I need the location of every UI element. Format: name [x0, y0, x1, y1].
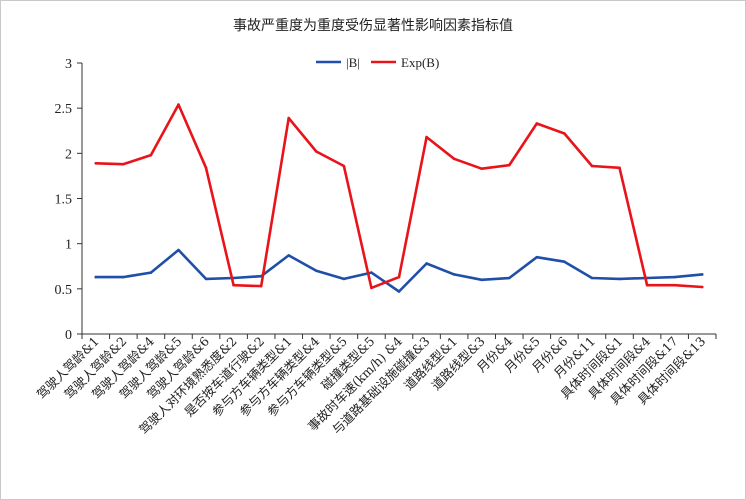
- data-point-s1-12: [425, 135, 428, 139]
- legend-label-b: |B|: [346, 55, 360, 70]
- data-point-s0-22: [700, 273, 704, 276]
- y-tick-label: 0.5: [55, 283, 73, 298]
- data-point-s1-20: [645, 283, 649, 287]
- data-point-s1-2: [149, 153, 153, 157]
- data-point-s0-13: [452, 273, 456, 276]
- data-point-s1-7: [287, 116, 291, 120]
- data-point-s1-16: [535, 122, 539, 125]
- data-point-s0-14: [480, 278, 484, 282]
- data-point-s0-21: [673, 275, 676, 279]
- data-point-s1-15: [508, 163, 511, 167]
- data-point-s1-19: [618, 166, 621, 170]
- y-tick-label: 1: [65, 238, 72, 253]
- x-axis-ticks: 驾驶人驾龄&1驾驶人驾龄&2驾驶人驾龄&4驾驶人驾龄&5驾驶人驾龄&6驾驶人对环…: [34, 333, 717, 437]
- data-point-s1-9: [342, 164, 346, 168]
- data-point-s1-18: [590, 164, 594, 168]
- data-point-s0-16: [535, 255, 539, 259]
- y-tick-label: 3: [65, 57, 72, 72]
- data-point-s1-21: [673, 283, 676, 287]
- axes: [81, 63, 716, 335]
- data-point-s0-4: [204, 277, 208, 281]
- y-tick-label: 1.5: [55, 193, 73, 208]
- legend: |B| Exp(B): [316, 55, 439, 70]
- data-point-s1-3: [177, 103, 180, 106]
- data-point-s0-12: [425, 262, 428, 265]
- legend-label-expb: Exp(B): [401, 55, 439, 70]
- data-point-s0-3: [177, 248, 180, 252]
- y-tick-label: 2.5: [55, 102, 73, 117]
- y-tick-label: 0: [65, 328, 72, 343]
- y-tick-label: 2: [65, 147, 72, 162]
- data-point-s0-1: [122, 275, 125, 279]
- data-point-s1-1: [122, 162, 125, 166]
- data-point-s0-9: [342, 277, 346, 281]
- data-point-s1-14: [480, 167, 484, 170]
- data-point-s1-11: [397, 275, 401, 279]
- data-point-s1-5: [232, 283, 235, 287]
- chart-title: 事故严重度为重度受伤显著性影响因素指标值: [233, 18, 513, 34]
- data-point-s1-4: [204, 166, 208, 170]
- data-point-s0-8: [315, 269, 318, 273]
- data-point-s1-13: [452, 157, 456, 161]
- data-point-s0-15: [508, 276, 511, 280]
- data-point-s1-0: [94, 162, 98, 165]
- data-point-s1-6: [259, 284, 263, 288]
- series-lines: [94, 103, 704, 293]
- data-point-s0-0: [94, 275, 98, 279]
- data-point-s0-19: [618, 277, 621, 281]
- data-point-s1-8: [315, 150, 318, 153]
- data-point-s0-2: [149, 271, 153, 274]
- data-point-s1-17: [563, 132, 566, 135]
- data-point-s1-22: [700, 285, 704, 289]
- data-point-s0-18: [590, 276, 594, 280]
- data-point-s1-10: [370, 286, 373, 290]
- data-point-s0-11: [397, 290, 401, 293]
- y-axis-ticks: 0 0.5 1 1.5 2 2.5 3: [55, 57, 82, 343]
- data-point-s0-17: [563, 260, 566, 264]
- data-point-s0-7: [287, 254, 291, 257]
- data-point-s0-10: [370, 271, 373, 274]
